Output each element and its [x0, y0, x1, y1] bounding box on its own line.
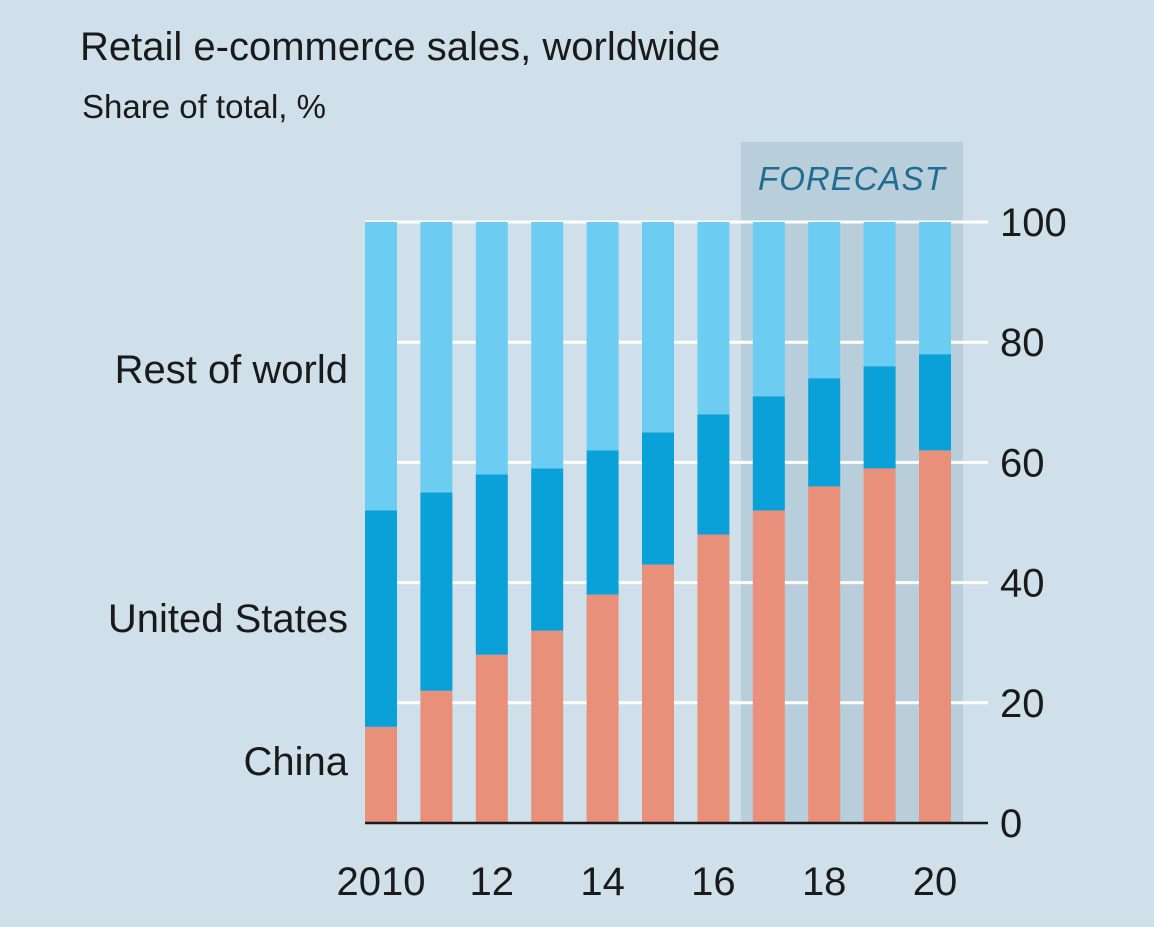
bar-rest-of-world-19: [863, 222, 896, 367]
forecast-label: FORECAST: [758, 160, 948, 197]
bar-united-states-18: [808, 378, 841, 487]
bars: [365, 222, 951, 823]
y-tick-label: 0: [1000, 802, 1022, 846]
bar-united-states-2010: [365, 510, 397, 727]
bar-united-states-13: [531, 468, 564, 631]
bar-rest-of-world-17: [752, 222, 785, 397]
y-tick-label: 20: [1000, 682, 1045, 726]
bar-china-16: [697, 534, 730, 823]
bar-china-14: [586, 594, 619, 823]
bar-china-18: [808, 486, 841, 823]
bar-rest-of-world-15: [642, 222, 674, 433]
bar-china-12: [475, 654, 508, 823]
bar-rest-of-world-14: [586, 222, 619, 451]
bar-china-15: [642, 564, 674, 823]
bar-united-states-16: [697, 414, 730, 535]
x-tick-label: 2010: [337, 860, 426, 904]
bar-china-19: [863, 468, 896, 823]
bar-china-20: [919, 450, 951, 823]
bar-rest-of-world-2010: [365, 222, 397, 511]
bar-united-states-17: [752, 396, 785, 511]
bar-china-17: [752, 510, 785, 823]
x-tick-label: 18: [802, 860, 847, 904]
x-tick-label: 16: [691, 860, 736, 904]
axes: 0 20 40 60 80 100 2010 12 14 16 18 20: [337, 201, 1067, 904]
bar-united-states-11: [420, 492, 453, 691]
bar-united-states-12: [475, 474, 508, 655]
chart-title: Retail e-commerce sales, worldwide: [80, 25, 720, 69]
y-tick-label: 60: [1000, 441, 1045, 485]
bar-rest-of-world-18: [808, 222, 841, 379]
bar-rest-of-world-16: [697, 222, 730, 415]
series-label-china: China: [243, 740, 348, 784]
bar-united-states-20: [919, 354, 951, 451]
x-tick-label: 12: [470, 860, 515, 904]
bar-rest-of-world-11: [420, 222, 453, 493]
bar-united-states-15: [642, 432, 674, 565]
y-tick-label: 100: [1000, 201, 1067, 245]
bar-united-states-14: [586, 450, 619, 595]
bar-china-13: [531, 630, 564, 823]
bar-rest-of-world-12: [475, 222, 508, 475]
series-label-rest-of-world: Rest of world: [115, 348, 348, 392]
x-tick-label: 20: [913, 860, 958, 904]
bar-china-11: [420, 690, 453, 823]
series-label-united-states: United States: [108, 597, 348, 641]
chart-subtitle: Share of total, %: [82, 88, 326, 125]
bar-rest-of-world-20: [919, 222, 951, 355]
series-labels: China United States Rest of world: [108, 348, 349, 784]
y-tick-label: 40: [1000, 562, 1045, 606]
bar-china-2010: [365, 726, 397, 823]
y-tick-label: 80: [1000, 321, 1045, 365]
bar-rest-of-world-13: [531, 222, 564, 469]
bar-united-states-19: [863, 366, 896, 469]
x-tick-label: 14: [580, 860, 625, 904]
